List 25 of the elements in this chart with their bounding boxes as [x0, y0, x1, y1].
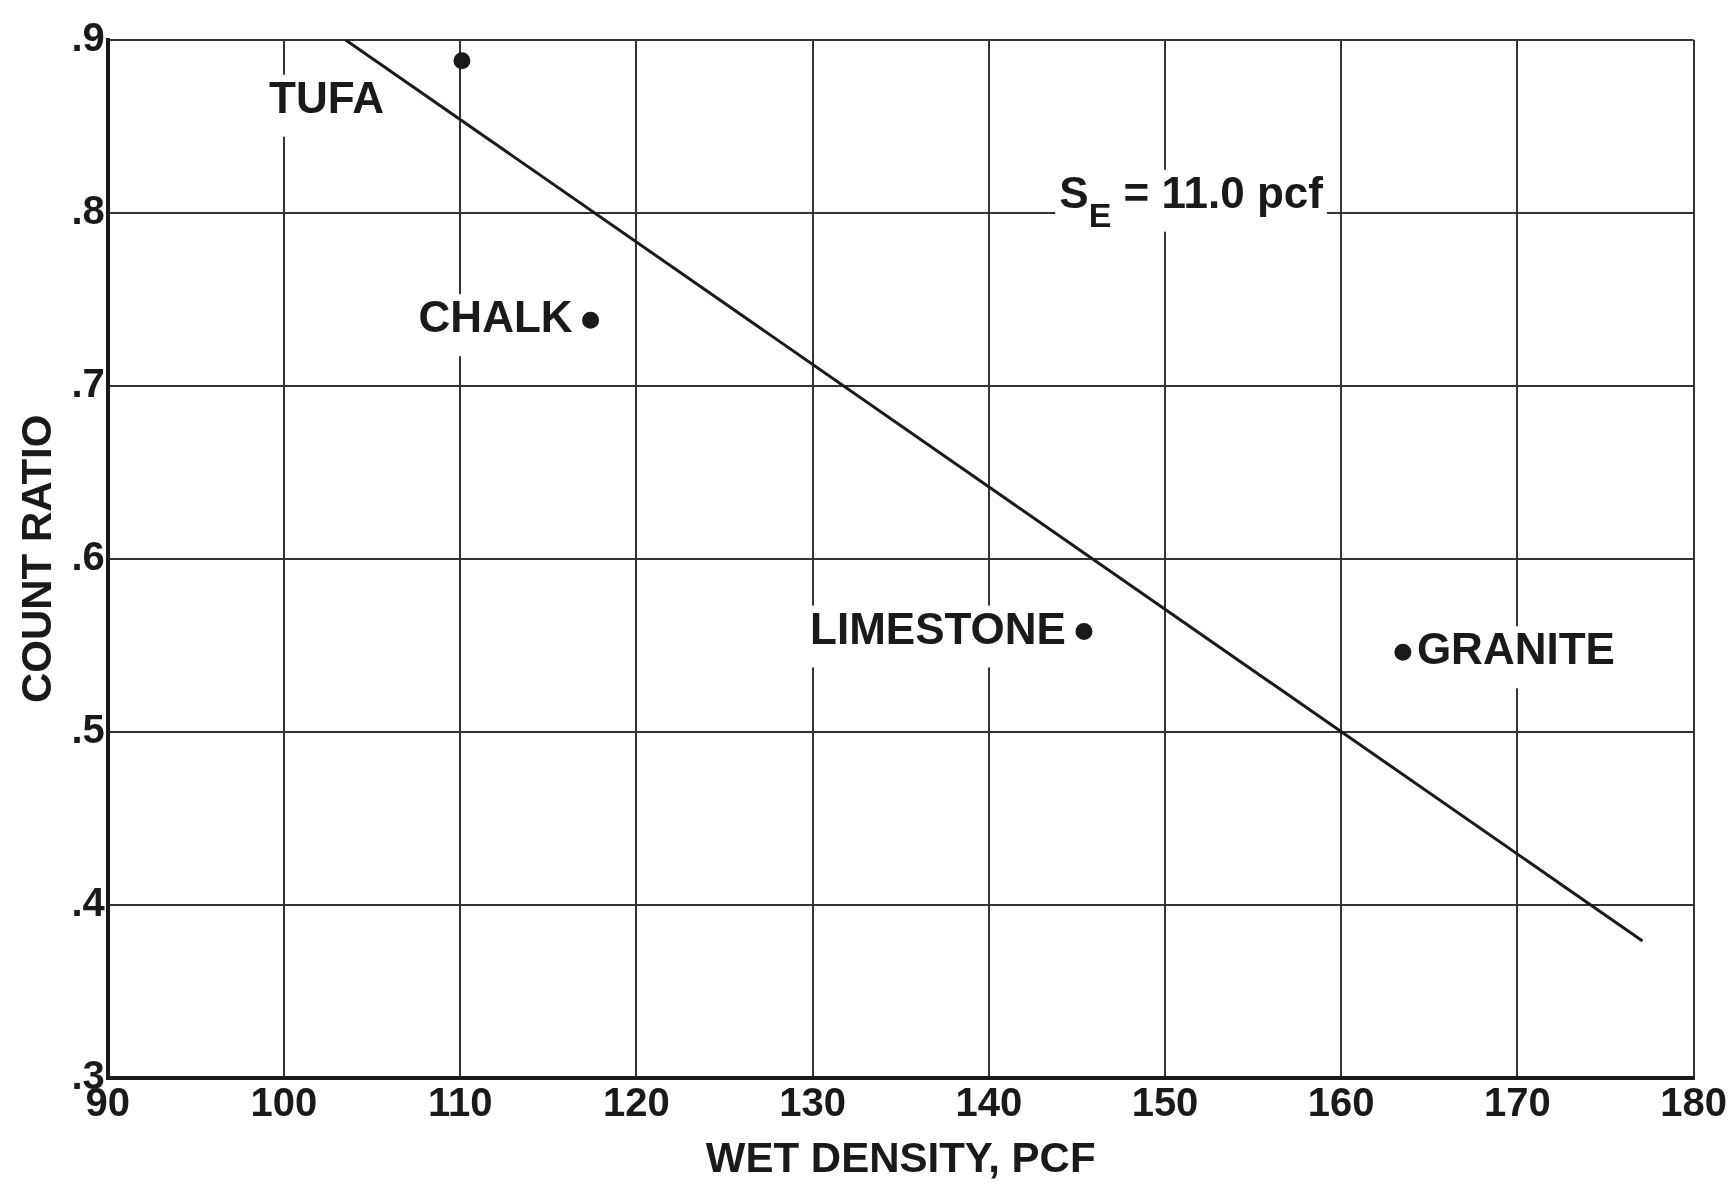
- x-tick-label: 120: [603, 1079, 670, 1124]
- x-tick-label: 150: [1131, 1079, 1199, 1124]
- y-tick-label: .7: [71, 360, 105, 405]
- y-tick-label: .4: [71, 879, 106, 924]
- y-tick-label: .5: [71, 706, 105, 751]
- annotation: TUFA: [269, 72, 384, 122]
- point: [453, 52, 471, 70]
- point: [1075, 622, 1093, 640]
- x-axis-title: WET DENSITY, PCF: [705, 1134, 1096, 1182]
- x-tick-label: 160: [1307, 1079, 1375, 1124]
- annotation: GRANITE: [1416, 624, 1615, 674]
- y-axis-title: COUNT RATIO: [12, 414, 60, 704]
- point: [1394, 643, 1412, 661]
- annotation: LIMESTONE: [810, 603, 1066, 653]
- x-tick-label: 110: [427, 1079, 493, 1124]
- x-tick-label: 130: [779, 1079, 846, 1124]
- y-tick-label: .6: [71, 533, 105, 578]
- y-tick-label: .8: [71, 187, 105, 232]
- x-tick-label: 100: [250, 1079, 318, 1124]
- y-tick-label: .9: [71, 15, 105, 60]
- x-tick-label: 170: [1484, 1079, 1551, 1124]
- x-tick-label: 140: [955, 1079, 1023, 1124]
- x-tick-label: 180: [1660, 1079, 1728, 1124]
- point: [582, 311, 600, 329]
- annotation: CHALK: [418, 292, 573, 342]
